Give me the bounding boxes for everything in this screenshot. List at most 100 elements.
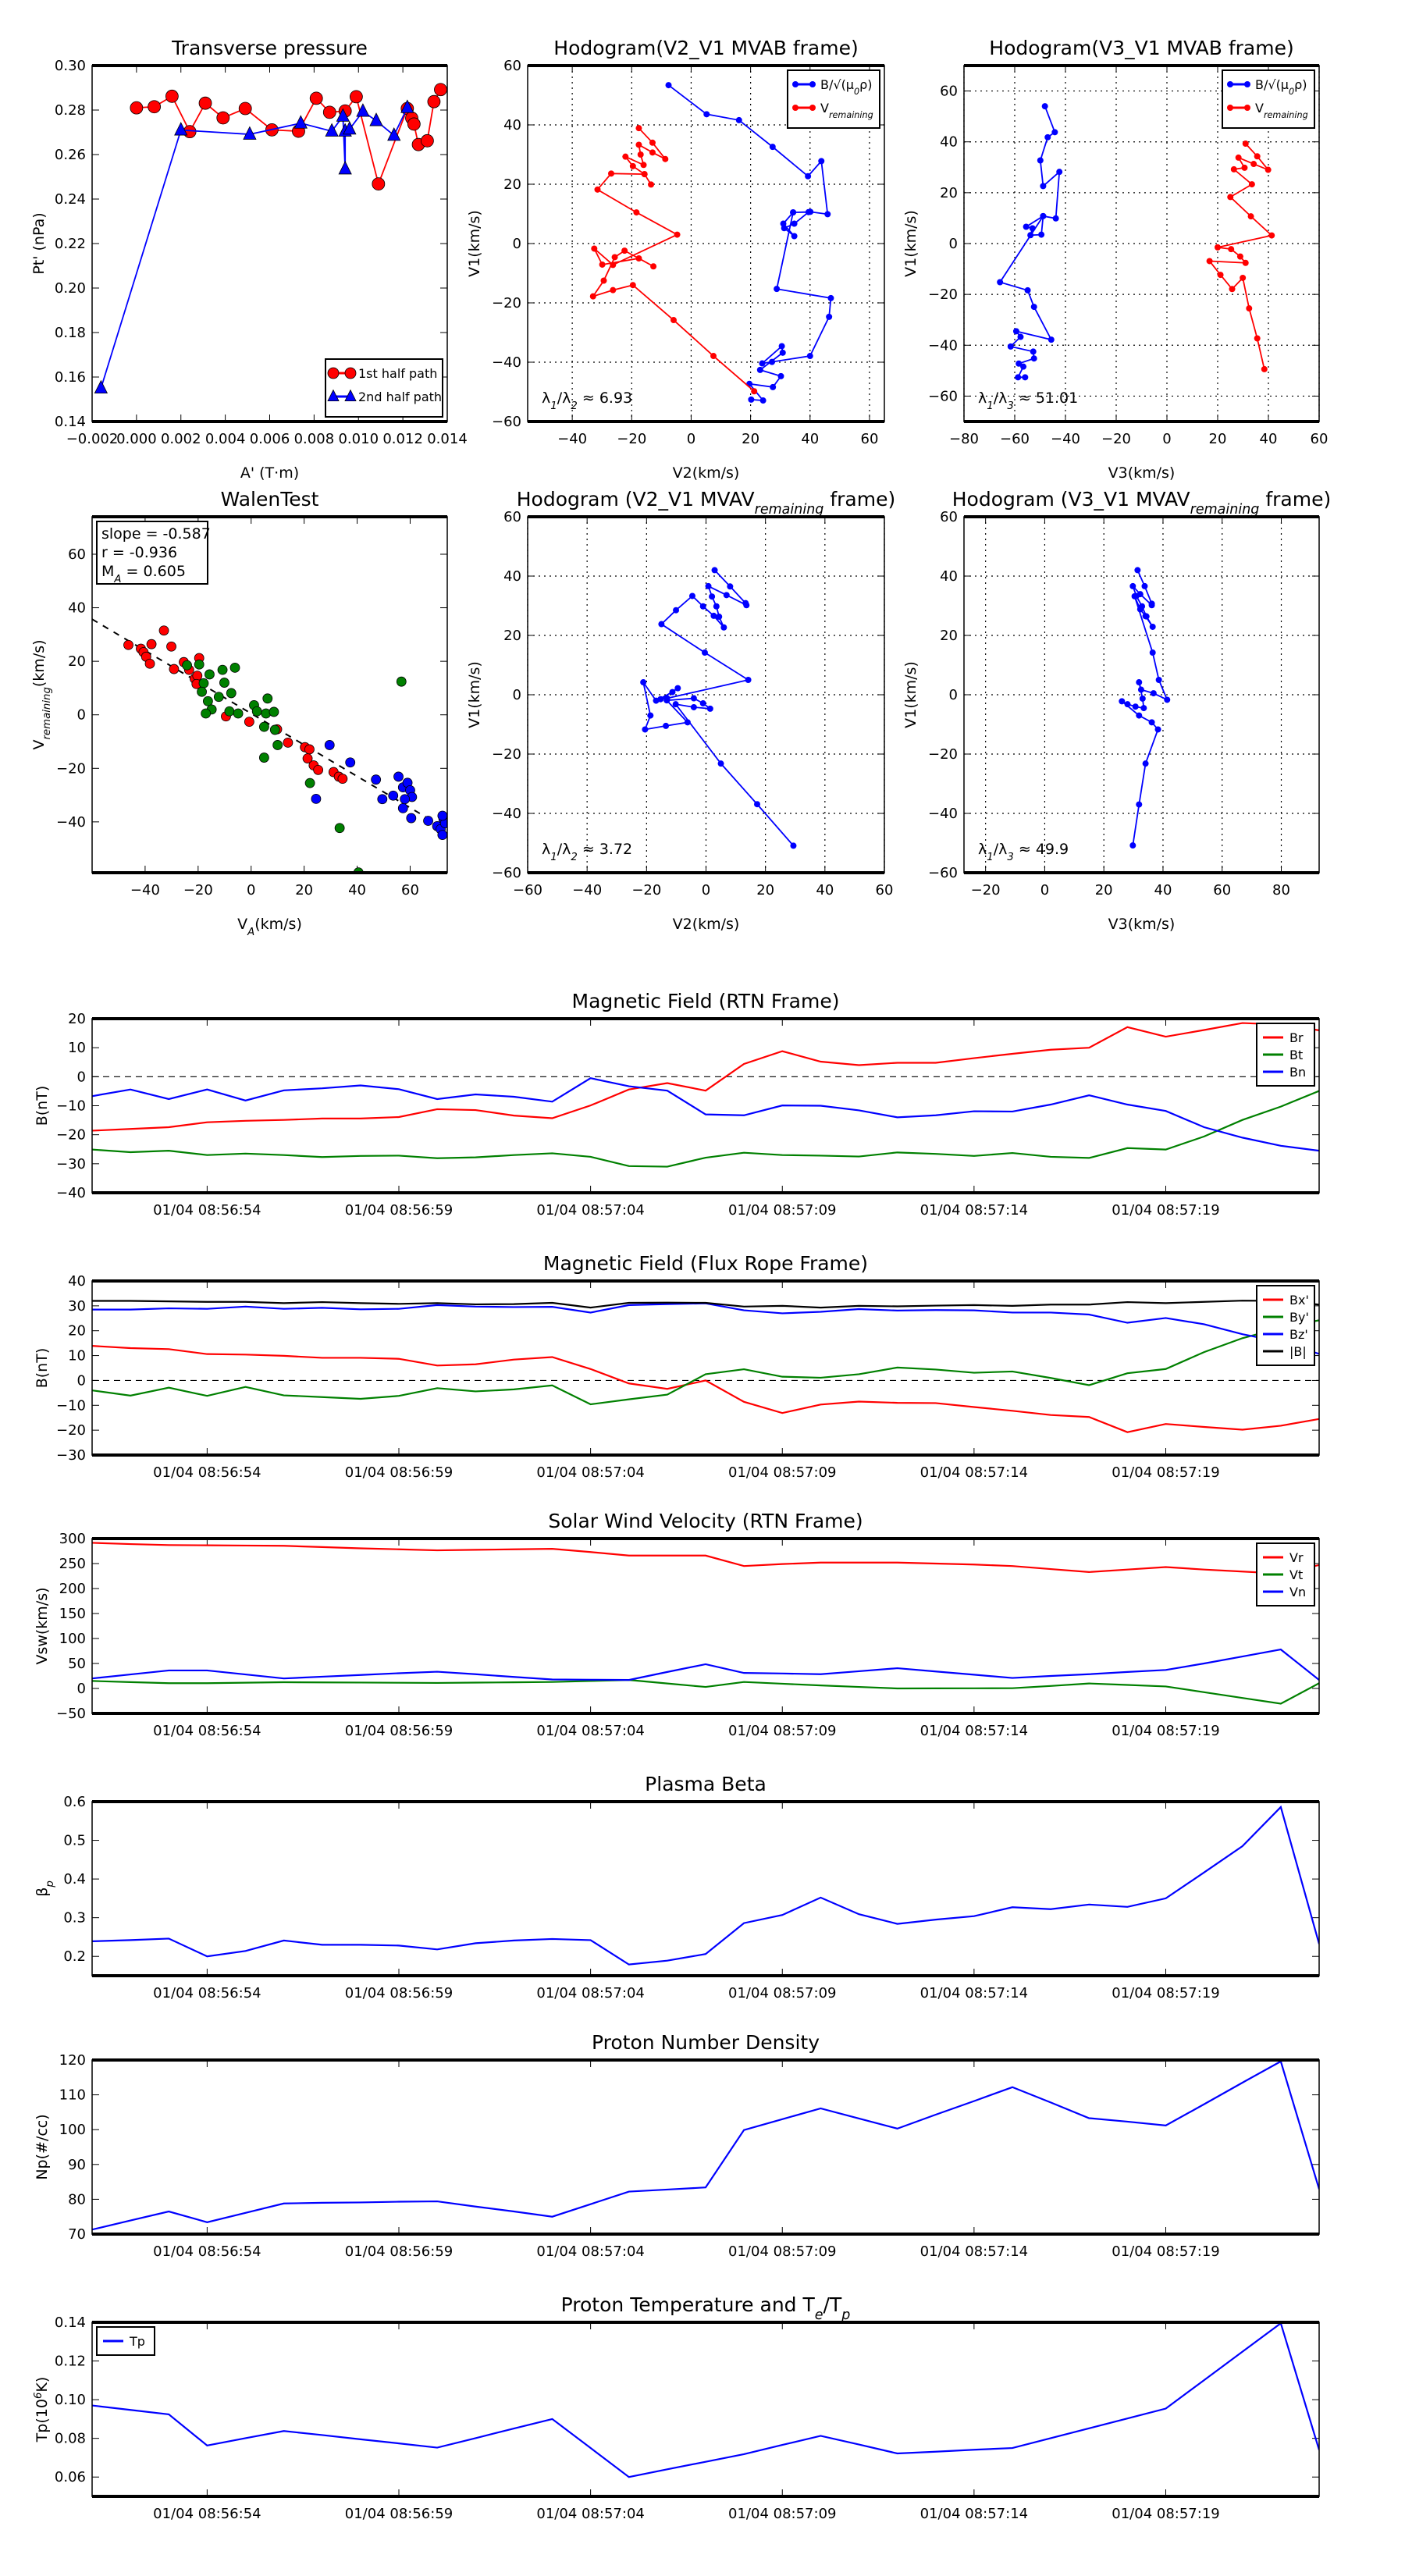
data-point [1254,153,1261,160]
y-tick-label: 0.28 [55,102,86,119]
legend: B/√(μ0ρ) Vremaining [1222,69,1315,129]
data-point [146,639,157,649]
y-tick-label: −20 [492,295,521,311]
x-tick-label: 0.014 [427,431,468,447]
x-tick-label: 01/04 08:57:19 [1112,1723,1219,1739]
data-point [1142,760,1149,767]
x-tick-label: 0 [1040,882,1049,898]
x-tick-label: 01/04 08:57:19 [1112,2506,1219,2522]
data-point [213,692,224,703]
legend-marker [327,389,340,401]
data-point [1017,333,1024,340]
data-point [1206,258,1213,265]
x-tick-label: 01/04 08:57:04 [536,1202,644,1219]
data-point [649,139,656,146]
data-point [710,353,717,360]
y-tick-label: 20 [68,1011,86,1027]
x-tick-label: 0.010 [338,431,379,447]
x-tick-label: 01/04 08:56:59 [345,2243,453,2260]
data-point [1040,212,1047,219]
y-tick-label: −60 [492,865,521,881]
x-tick-label: 01/04 08:57:14 [920,2506,1028,2522]
x-axis-label: V2(km/s) [673,916,740,933]
data-point [1137,686,1144,693]
data-point [1023,223,1030,230]
data-point [1015,374,1022,381]
data-point [407,117,421,131]
y-tick-label: 20 [940,185,958,201]
data-point [166,641,176,652]
data-point [751,388,758,395]
y-axis-label: V1(km/s) [902,210,919,277]
y-tick-label: 0.3 [63,1910,86,1927]
y-tick-label: 0.22 [55,236,86,252]
x-tick-label: −60 [513,882,542,898]
data-point [622,153,629,160]
data-point [1242,140,1249,147]
y-axis-label: Vsw(km/s) [34,1587,51,1664]
data-point [165,89,179,103]
plot-area [92,618,447,873]
chart-title: Plasma Beta [645,1773,767,1795]
data-point [1230,165,1237,173]
y-tick-label: −40 [492,354,521,371]
data-point [1048,336,1055,343]
x-tick-label: 20 [756,882,774,898]
x-tick-label: 01/04 08:56:54 [153,1985,261,2001]
data-point [756,366,763,373]
data-point [1261,365,1268,372]
y-tick-label: 0.12 [55,2354,86,2370]
x-tick-label: 60 [1311,431,1329,447]
data-point [629,162,636,169]
data-point [1148,602,1155,609]
x-tick-label: 01/04 08:57:19 [1112,1202,1219,1219]
x-tick-label: 01/04 08:56:54 [153,1464,261,1481]
y-axis-label: V1(km/s) [466,210,483,277]
y-tick-label: 40 [68,600,86,617]
data-point [806,353,813,360]
data-point [272,740,283,750]
x-tick-label: 01/04 08:57:09 [728,2506,836,2522]
x-tick-label: 60 [876,882,894,898]
axes-frame [91,2322,1320,2497]
data-point [703,111,710,118]
legend-marker [792,81,799,87]
x-tick-label: 0 [247,882,255,898]
x-tick-label: −80 [949,431,979,447]
data-point [1056,169,1063,176]
x-tick-label: 60 [401,882,419,898]
legend: Br Bt Bn [1256,1023,1315,1087]
data-point [717,760,724,767]
x-tick-label: 01/04 08:56:59 [345,1202,453,1219]
data-point [283,737,293,748]
data-point [324,740,335,750]
x-axis-label: V2(km/s) [673,464,740,482]
x-tick-label: 01/04 08:56:54 [153,2243,261,2260]
data-point [1141,582,1148,589]
chart-beta: Plasma Beta 01/04 08:56:54 01/04 08:56:59 0… [34,1773,1320,2001]
y-tick-label: 0.16 [55,369,86,386]
y-tick-label: −40 [56,814,86,831]
data-point [759,360,766,367]
y-tick-label: 200 [59,1581,86,1597]
data-point [1228,246,1235,253]
data-point [791,220,798,227]
data-point [233,708,244,719]
x-tick-label: 40 [816,882,834,898]
data-point [640,679,647,686]
y-tick-label: −40 [928,337,958,354]
eigenvalue-ratio-annotation: λ1/λ3 ≈ 51.01 [978,390,1078,412]
data-point [336,108,350,122]
data-point [1038,231,1045,238]
data-point [224,706,235,717]
legend: Bx' By' Bz' |B| [1256,1285,1315,1366]
series-line-vr [92,1542,1319,1574]
series-line-vn [92,1648,1319,1681]
data-point [309,91,323,105]
x-tick-label: 60 [1213,882,1231,898]
x-tick-label: −20 [1101,431,1131,447]
series-line-beta [92,1805,1319,1966]
y-axis-label: V1(km/s) [466,661,483,728]
x-tick-label: 01/04 08:56:59 [345,1723,453,1739]
y-tick-label: −20 [928,746,958,763]
